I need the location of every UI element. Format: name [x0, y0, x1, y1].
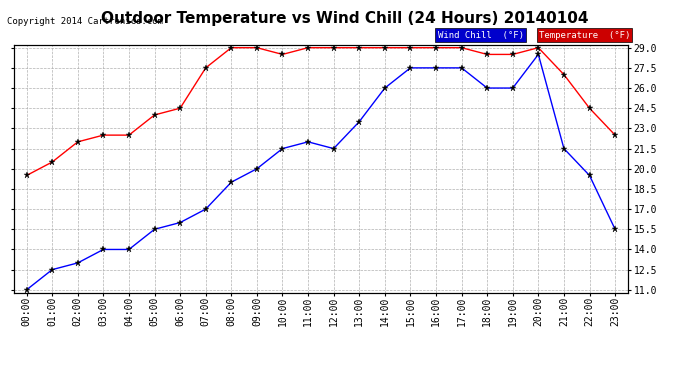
Text: Outdoor Temperature vs Wind Chill (24 Hours) 20140104: Outdoor Temperature vs Wind Chill (24 Ho… [101, 11, 589, 26]
Text: Wind Chill  (°F): Wind Chill (°F) [437, 31, 524, 40]
Text: Temperature  (°F): Temperature (°F) [539, 31, 630, 40]
Text: Copyright 2014 Cartronics.com: Copyright 2014 Cartronics.com [7, 17, 163, 26]
